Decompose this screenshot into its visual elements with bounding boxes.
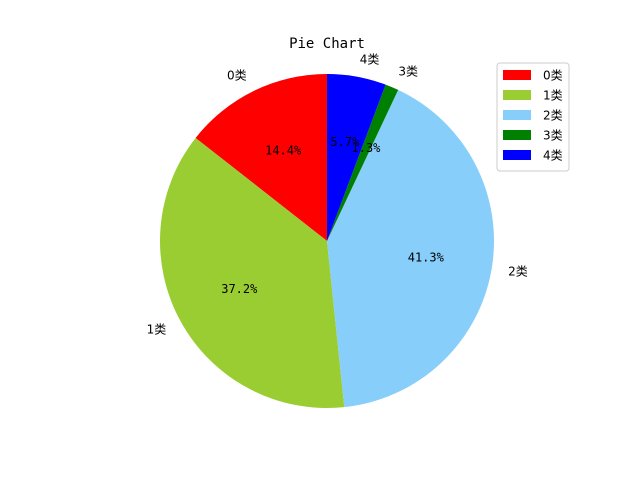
pie-slice-2 [327, 89, 494, 408]
chart-title: Pie Chart [289, 36, 365, 52]
percent-label-3: 1.3% [352, 141, 382, 155]
legend-label-2: 2类 [543, 109, 563, 123]
category-label-4: 4类 [360, 53, 380, 67]
legend-items: 0类 1类 2类 3类 4类 [503, 69, 563, 163]
percent-label-4: 5.7% [330, 135, 360, 149]
percent-label-0: 14.4% [265, 143, 302, 157]
pie-slices [160, 74, 494, 408]
category-label-1: 1类 [147, 322, 167, 336]
percent-label-1: 37.2% [221, 282, 258, 296]
category-label-2: 2类 [508, 264, 528, 278]
category-label-0: 0类 [227, 68, 247, 82]
category-labels: 0类 1类 2类 3类 4类 [147, 53, 528, 337]
legend-swatch-0 [503, 70, 531, 80]
pie-slice-3 [327, 84, 399, 242]
legend-label-1: 1类 [543, 89, 563, 103]
category-label-3: 3类 [398, 64, 418, 78]
pie-slice-0 [195, 74, 327, 241]
legend-swatch-2 [503, 110, 531, 120]
legend-label-0: 0类 [543, 69, 563, 83]
percent-labels: 14.4% 37.2% 41.3% 1.3%5.7% [221, 135, 444, 296]
legend-swatch-4 [503, 150, 531, 160]
legend-swatch-3 [503, 130, 531, 140]
percent-label-2: 41.3% [408, 250, 445, 264]
legend: 0类 1类 2类 3类 4类 [496, 62, 570, 172]
legend-label-4: 4类 [543, 149, 563, 163]
legend-swatch-1 [503, 90, 531, 100]
pie-slice-1 [160, 137, 345, 408]
legend-label-3: 3类 [543, 129, 563, 143]
pie-slice-4 [327, 74, 386, 241]
